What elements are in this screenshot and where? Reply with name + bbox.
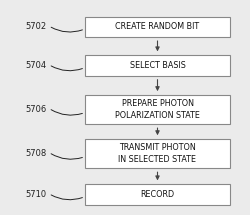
Text: TRANSMIT PHOTON
IN SELECTED STATE: TRANSMIT PHOTON IN SELECTED STATE — [118, 143, 196, 164]
FancyBboxPatch shape — [85, 55, 230, 76]
Text: RECORD: RECORD — [140, 190, 174, 199]
Text: SELECT BASIS: SELECT BASIS — [130, 61, 186, 70]
Text: 5702: 5702 — [25, 22, 46, 31]
Text: PREPARE PHOTON
POLARIZATION STATE: PREPARE PHOTON POLARIZATION STATE — [115, 99, 200, 120]
FancyBboxPatch shape — [85, 95, 230, 124]
Text: 5704: 5704 — [25, 61, 46, 70]
FancyBboxPatch shape — [85, 184, 230, 205]
FancyBboxPatch shape — [85, 139, 230, 168]
Text: 5708: 5708 — [25, 149, 46, 158]
Text: CREATE RANDOM BIT: CREATE RANDOM BIT — [116, 22, 200, 31]
FancyBboxPatch shape — [85, 17, 230, 37]
Text: 5710: 5710 — [25, 190, 46, 199]
Text: 5706: 5706 — [25, 105, 46, 114]
